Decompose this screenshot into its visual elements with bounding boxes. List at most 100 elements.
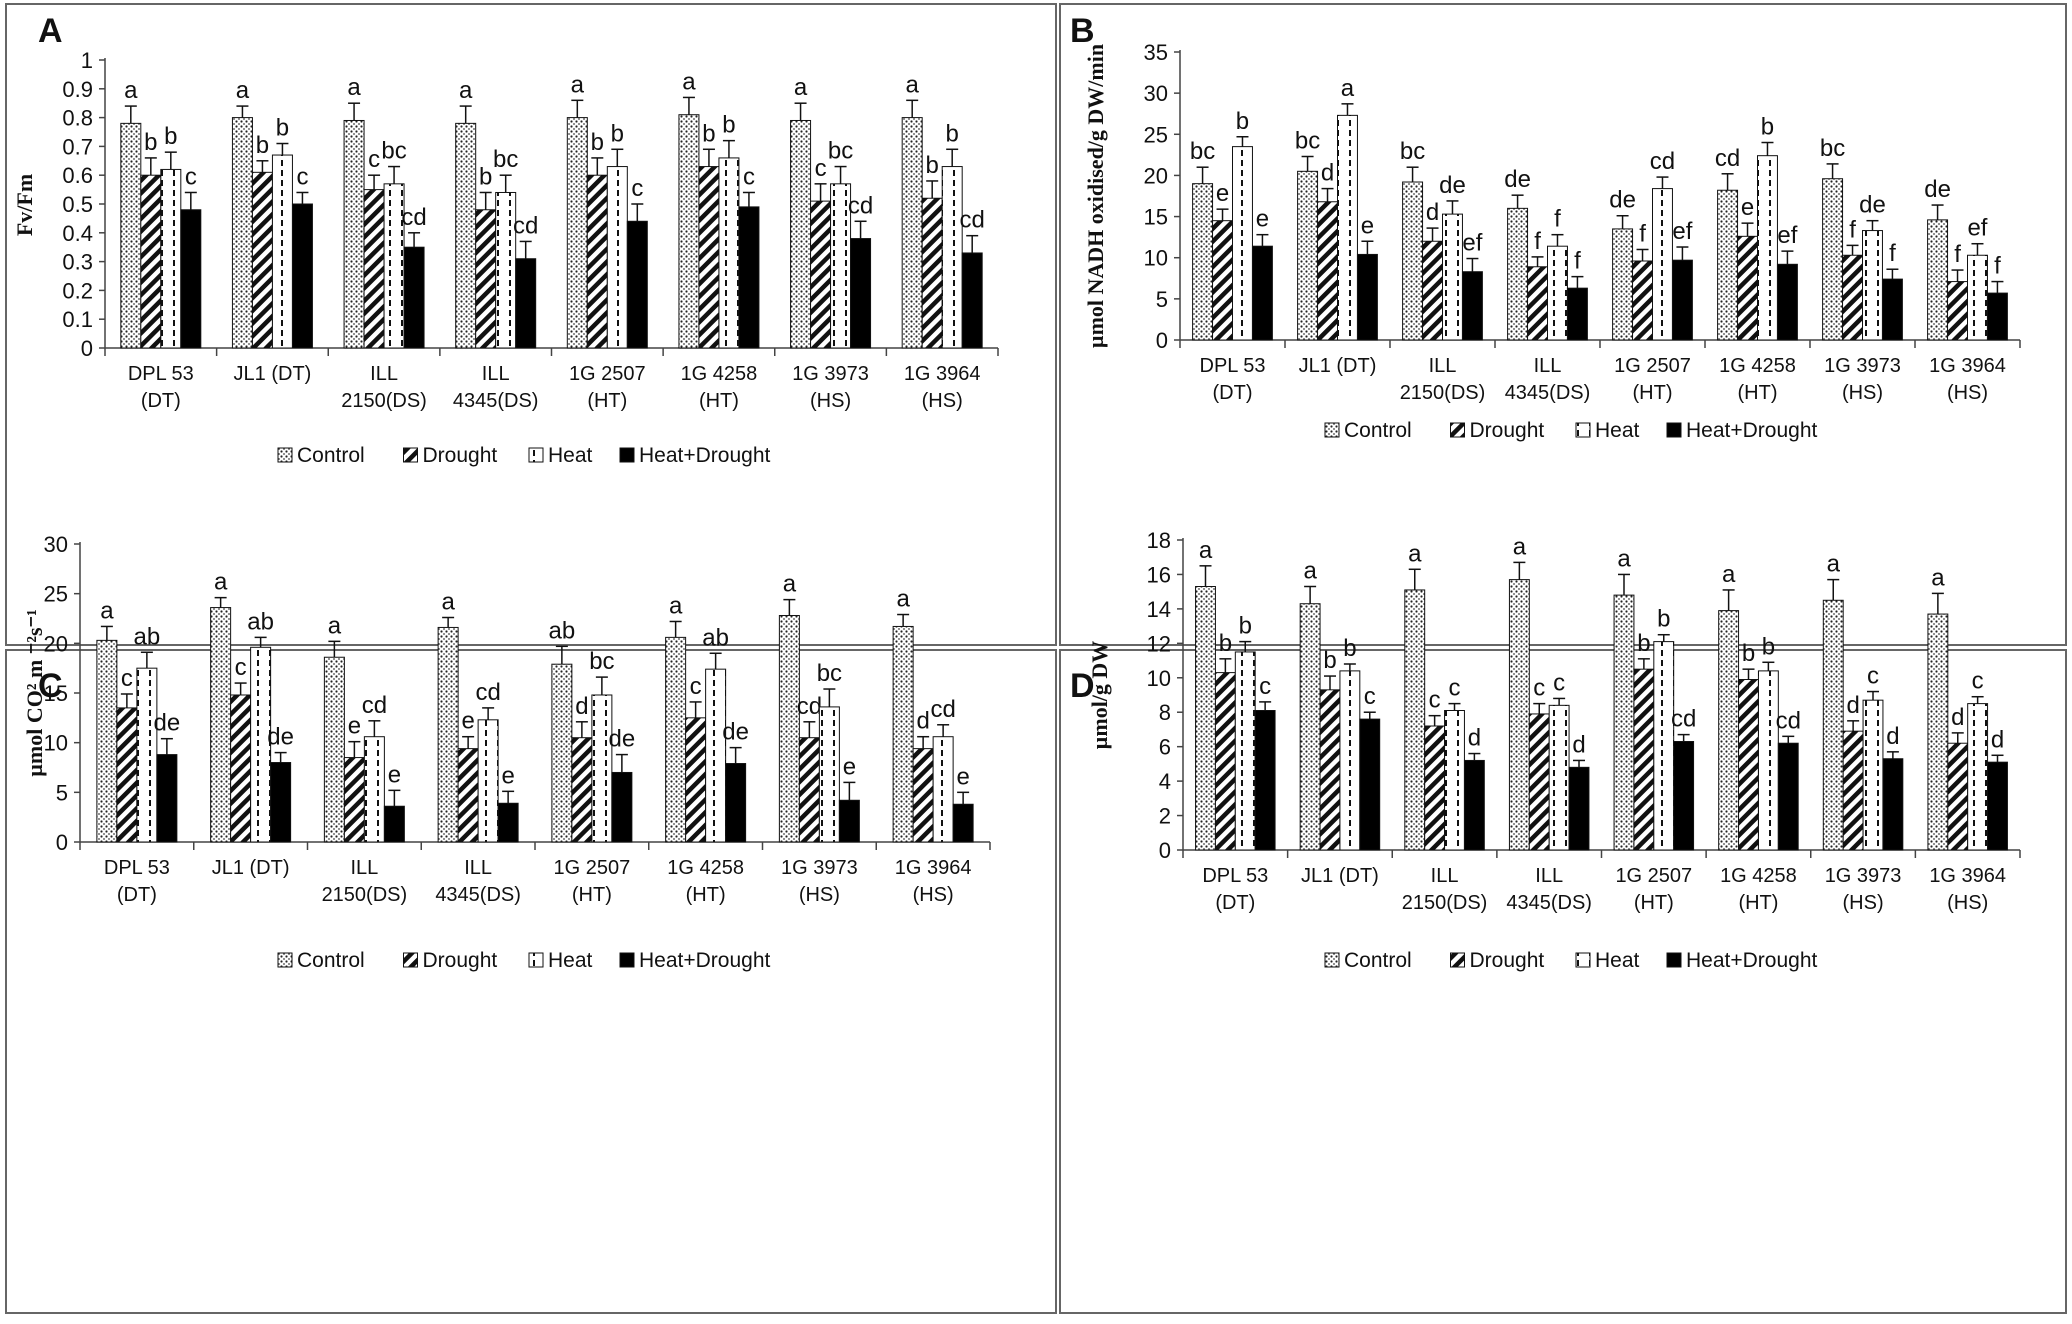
bar [1527,266,1549,341]
significance-letter: ab [247,608,274,635]
significance-letter: bc [817,660,842,687]
x-tick-label: (HT) [686,884,726,906]
panel-letter: B [1070,12,1095,50]
significance-letter: b [1343,635,1356,662]
x-tick-label: 1G 3973 [792,363,869,385]
significance-letter: a [1722,561,1736,588]
x-tick-label: (HT) [572,884,612,906]
x-tick-label: DPL 53 [128,363,194,385]
significance-letter: bc [1820,135,1845,162]
significance-letter: de [722,719,749,746]
bar [1192,183,1214,341]
y-tick-label: 0 [56,830,68,855]
x-tick-label: 1G 2507 [1615,865,1692,887]
bar [1653,641,1675,851]
significance-letter: d [916,708,929,735]
legend-swatch [277,447,293,463]
bar [230,694,252,843]
legend-swatch [277,952,293,968]
x-tick-label: JL1 (DT) [234,363,312,385]
bar [586,174,608,349]
bar [251,171,273,349]
significance-letter: d [575,693,588,720]
bar [1214,672,1236,851]
y-tick-label: 0.2 [62,278,93,303]
bar [457,748,479,843]
x-tick-label: DPL 53 [104,857,170,879]
significance-letter: b [1323,647,1336,674]
significance-letter: de [1924,176,1951,203]
significance-letter: f [1574,248,1581,275]
bar [1612,228,1634,341]
bar [1967,254,1988,341]
x-tick-label: (HS) [1843,892,1884,914]
bar [1359,718,1381,851]
legend-swatch [1324,422,1340,438]
legend-item: Drought [403,949,497,972]
legend-item: Control [277,444,365,467]
bar [1842,254,1864,341]
bar [1947,281,1969,341]
bar [156,754,178,843]
x-tick-label: 1G 2507 [569,363,646,385]
legend-label: Control [297,949,365,972]
legend-item: Drought [403,444,497,467]
significance-letter: e [501,762,514,789]
y-tick-label: 0.9 [62,77,93,102]
bar [678,114,700,349]
bar [1613,594,1635,851]
significance-letter: e [461,708,474,735]
y-tick-label: 0.6 [62,163,93,188]
legend-label: Heat+Drought [639,949,770,972]
x-tick-label: 1G 3964 [1929,865,2006,887]
significance-letter: a [347,74,361,101]
bar [818,706,840,843]
y-tick-label: 0 [1156,328,1168,353]
bar [116,707,138,843]
significance-letter: f [1534,228,1541,255]
significance-letter: c [690,673,702,700]
y-tick-label: 8 [1159,700,1171,725]
significance-letter: a [794,74,808,101]
significance-letter: c [121,665,133,692]
significance-letter: a [214,569,228,596]
bar [1987,761,2008,851]
significance-letter: ab [702,624,729,651]
significance-letter: e [956,763,969,790]
plot-area: 0 5 10 15 20 25 30 DPL 53 (DT) JL1 (DT) ILL 2150(DS… [22,532,991,972]
bar [1757,670,1779,851]
bar [1297,170,1319,341]
bar [231,117,253,349]
significance-letter: f [1639,220,1646,247]
significance-letter: d [1951,704,1964,731]
legend-item: Heat [1575,949,1640,972]
bar [941,166,963,349]
significance-letter: a [1341,75,1355,102]
bar [497,802,519,843]
x-tick-label: 1G 3973 [1824,355,1901,377]
x-tick-label: (HT) [699,390,739,412]
bar [1299,603,1321,851]
bar [810,200,832,349]
x-tick-label: JL1 (DT) [1301,865,1379,887]
bar [921,197,943,349]
panel-frame [5,649,1057,1314]
x-tick-label: 4345(DS) [453,390,539,412]
significance-letter: c [185,163,197,190]
x-tick-label: 2150(DS) [1400,382,1486,404]
significance-letter: b [946,120,959,147]
legend-label: Heat+Drought [1686,949,1817,972]
significance-letter: f [1554,206,1561,233]
significance-letter: b [144,129,157,156]
legend-label: Heat [1595,949,1640,972]
bar [515,258,537,349]
significance-letter: a [906,71,920,98]
legend-item: Heat+Drought [619,444,770,467]
bar [901,117,923,349]
bar [291,203,313,349]
significance-letter: d [1468,725,1481,752]
bar [1927,219,1949,341]
x-tick-label: JL1 (DT) [212,857,290,879]
legend-item: Heat+Drought [619,949,770,972]
y-axis-title: Fv/Fm [12,174,37,236]
